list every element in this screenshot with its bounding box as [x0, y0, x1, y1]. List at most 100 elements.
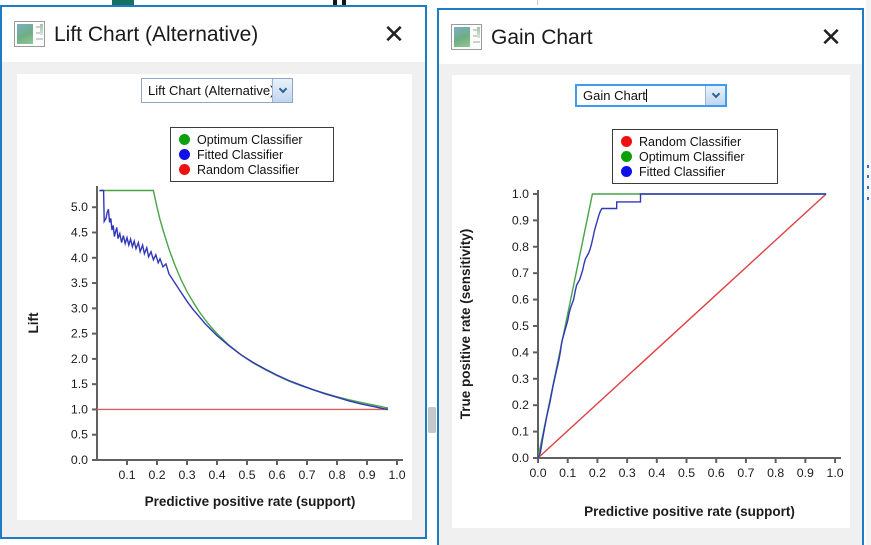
chart-type-dropdown[interactable]: Lift Chart (Alternative) — [141, 78, 293, 103]
svg-text:0.0: 0.0 — [512, 451, 529, 465]
chart-panel: Lift Chart (Alternative) Optimum Classif… — [17, 74, 412, 520]
icon-picture — [17, 24, 33, 44]
svg-text:0.8: 0.8 — [512, 240, 529, 254]
svg-text:0.5: 0.5 — [71, 428, 88, 442]
legend-label: Optimum Classifier — [639, 149, 745, 164]
close-icon: ✕ — [383, 20, 405, 50]
svg-text:0.3: 0.3 — [512, 372, 529, 386]
legend-dot — [621, 151, 632, 162]
svg-text:0.6: 0.6 — [512, 293, 529, 307]
icon-line — [477, 27, 480, 38]
svg-text:0.3: 0.3 — [178, 468, 195, 482]
svg-text:0.6: 0.6 — [708, 466, 725, 480]
svg-text:True positive rate (sensitivit: True positive rate (sensitivity) — [458, 229, 473, 420]
chart-panel: Gain Chart Random Classifier Optimum Cla… — [452, 75, 850, 528]
svg-text:0.0: 0.0 — [71, 453, 88, 467]
dropdown-arrow-button[interactable] — [705, 86, 725, 105]
dropdown-value: Lift Chart (Alternative) — [148, 83, 272, 98]
svg-text:0.0: 0.0 — [529, 466, 546, 480]
svg-text:0.5: 0.5 — [512, 319, 529, 333]
window-gain-chart: Gain Chart ✕ Gain Chart Random Classifie… — [437, 8, 864, 545]
window-lift-chart: Lift Chart (Alternative) ✕ Lift Chart (A… — [0, 5, 427, 539]
icon-line — [473, 41, 480, 43]
lift-chart: 0.1 0.2 0.3 0.4 0.5 0.6 0.7 0.8 0.9 1.0 0.0 0.5 1.0 1… — [26, 186, 406, 509]
background-text-fragment — [867, 175, 869, 178]
icon-line — [36, 32, 43, 34]
legend-label: Fitted Classifier — [639, 164, 726, 179]
svg-text:1.0: 1.0 — [827, 466, 844, 480]
legend-item: Random Classifier — [179, 162, 325, 177]
svg-text:0.8: 0.8 — [767, 466, 784, 480]
svg-text:0.4: 0.4 — [208, 468, 225, 482]
window-content: Gain Chart Random Classifier Optimum Cla… — [439, 64, 862, 545]
svg-text:2.5: 2.5 — [71, 327, 88, 341]
chart-window-icon — [14, 21, 45, 47]
svg-text:0.6: 0.6 — [268, 468, 285, 482]
icon-line — [36, 26, 43, 28]
background-right-edge — [866, 0, 871, 545]
legend: Random Classifier Optimum Classifier Fit… — [612, 129, 778, 184]
legend-item: Optimum Classifier — [179, 132, 325, 147]
svg-text:3.0: 3.0 — [71, 301, 88, 315]
background-text-fragment — [867, 165, 869, 168]
svg-text:0.1: 0.1 — [559, 466, 576, 480]
svg-text:0.2: 0.2 — [589, 466, 606, 480]
legend: Optimum Classifier Fitted Classifier Ran… — [170, 127, 334, 182]
background-text-fragment — [342, 0, 346, 5]
legend-dot — [179, 164, 190, 175]
text-cursor — [645, 89, 647, 102]
svg-text:3.5: 3.5 — [71, 276, 88, 290]
dropdown-arrow-button[interactable] — [272, 79, 292, 102]
dropdown-value-text: Gain Chart — [583, 88, 646, 103]
svg-text:0.9: 0.9 — [358, 468, 375, 482]
legend-item: Optimum Classifier — [621, 149, 769, 164]
background-scrollbar-fragment — [428, 407, 436, 433]
svg-text:0.9: 0.9 — [512, 213, 529, 227]
svg-text:0.2: 0.2 — [512, 398, 529, 412]
chevron-down-icon — [278, 84, 287, 94]
chevron-down-icon — [711, 89, 720, 99]
legend-dot — [179, 134, 190, 145]
svg-text:0.4: 0.4 — [648, 466, 665, 480]
chart-type-dropdown[interactable]: Gain Chart — [575, 84, 727, 107]
svg-text:1.0: 1.0 — [71, 402, 88, 416]
legend-item: Random Classifier — [621, 134, 769, 149]
titlebar[interactable]: Gain Chart ✕ — [439, 10, 862, 64]
legend-label: Optimum Classifier — [197, 132, 303, 147]
legend-item: Fitted Classifier — [179, 147, 325, 162]
svg-text:0.2: 0.2 — [148, 468, 165, 482]
legend-label: Fitted Classifier — [197, 147, 284, 162]
background-text-fragment — [867, 197, 869, 200]
svg-text:0.7: 0.7 — [737, 466, 754, 480]
svg-text:0.7: 0.7 — [298, 468, 315, 482]
svg-text:1.0: 1.0 — [512, 187, 529, 201]
close-button[interactable]: ✕ — [812, 19, 850, 57]
titlebar[interactable]: Lift Chart (Alternative) ✕ — [2, 7, 425, 62]
legend-label: Random Classifier — [197, 162, 300, 177]
background-icon-fragment — [112, 0, 134, 5]
svg-text:0.3: 0.3 — [619, 466, 636, 480]
icon-line — [36, 38, 43, 40]
background-text-fragment — [333, 0, 337, 5]
close-icon: ✕ — [820, 23, 842, 53]
svg-text:0.9: 0.9 — [797, 466, 814, 480]
close-button[interactable]: ✕ — [375, 16, 413, 54]
svg-text:0.1: 0.1 — [118, 468, 135, 482]
svg-text:Predictive positive rate (supp: Predictive positive rate (support) — [145, 494, 356, 509]
background-divider-fragment — [537, 0, 538, 5]
svg-text:0.8: 0.8 — [328, 468, 345, 482]
window-title: Gain Chart — [491, 26, 593, 49]
svg-text:Predictive positive rate (supp: Predictive positive rate (support) — [584, 504, 795, 519]
icon-picture — [454, 27, 470, 47]
chart-window-icon — [451, 24, 482, 50]
svg-text:0.4: 0.4 — [512, 345, 529, 359]
legend-item: Fitted Classifier — [621, 164, 769, 179]
svg-text:0.7: 0.7 — [512, 266, 529, 280]
legend-dot — [621, 136, 632, 147]
svg-text:0.5: 0.5 — [238, 468, 255, 482]
background-gap — [427, 0, 437, 545]
background-text-fragment — [867, 186, 869, 189]
gain-chart: 0.0 0.1 0.2 0.3 0.4 0.5 0.6 0.7 0.8 0.9 1.0 0.0 0.1 0… — [458, 187, 844, 519]
svg-text:Lift: Lift — [26, 312, 41, 333]
